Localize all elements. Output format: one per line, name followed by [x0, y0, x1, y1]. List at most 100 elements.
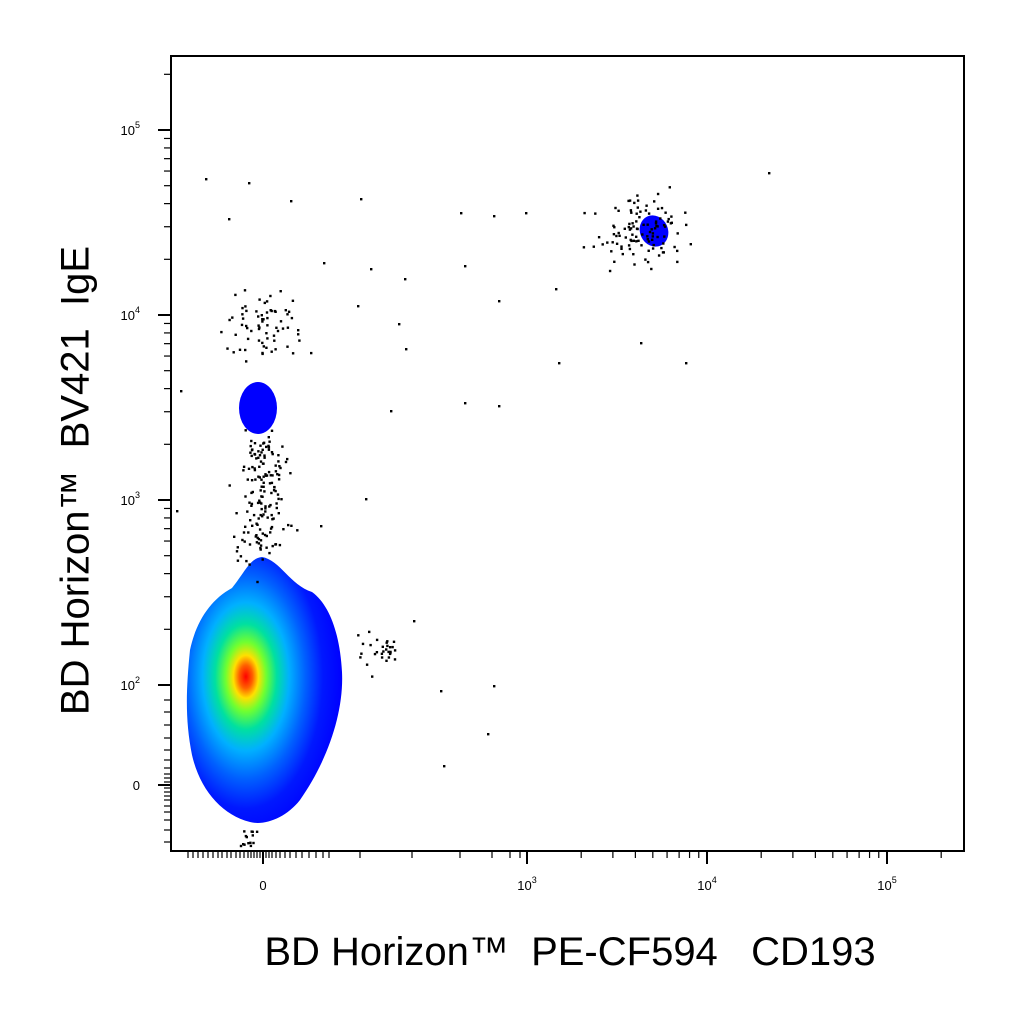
event-dot [393, 649, 397, 652]
x-axis-title: BD Horizon™ PE-CF594 CD193 [264, 930, 876, 974]
event-dot [633, 201, 636, 205]
event-dot [234, 333, 237, 336]
event-dot [493, 685, 496, 688]
event-dot [251, 834, 254, 837]
event-dot [248, 563, 251, 566]
event-dot [637, 239, 640, 242]
event-dot [291, 299, 295, 302]
event-dot [386, 640, 389, 643]
event-dot [623, 227, 626, 230]
event-dot [289, 472, 292, 475]
event-dot [259, 548, 262, 551]
event-dot [636, 199, 640, 202]
event-dot [685, 362, 688, 365]
event-dot [255, 830, 259, 833]
event-dot [276, 329, 280, 333]
event-dot [243, 540, 246, 543]
event-dot [676, 232, 679, 235]
event-dot [413, 620, 416, 623]
event-dot [255, 310, 258, 313]
event-dot [597, 236, 601, 239]
event-dot [659, 217, 662, 220]
event-dot [368, 630, 371, 634]
event-dot [257, 475, 260, 478]
event-dot [255, 534, 258, 537]
event-dot [254, 535, 257, 538]
event-dot [274, 348, 277, 351]
event-dot [464, 402, 467, 405]
event-dot [278, 465, 281, 468]
event-dot [249, 519, 252, 522]
x-tick-label: 104 [697, 875, 716, 893]
event-dot [270, 491, 273, 495]
event-dot [259, 489, 262, 492]
event-dot [250, 439, 253, 443]
event-dot [241, 313, 244, 316]
event-dot [261, 532, 264, 535]
event-dot [281, 445, 284, 448]
event-dot [525, 212, 528, 215]
event-dot [388, 646, 392, 649]
event-dot [265, 534, 268, 538]
event-dots [176, 172, 771, 848]
event-dot [387, 650, 390, 654]
event-dot [257, 450, 260, 453]
population-main [186, 557, 343, 824]
event-dot [272, 489, 276, 492]
event-dot [269, 531, 272, 534]
event-dot [610, 250, 613, 253]
event-dot [662, 224, 666, 227]
event-dot [262, 485, 265, 488]
event-dot [646, 223, 649, 226]
event-dot [498, 300, 501, 303]
event-dot [636, 194, 639, 197]
event-dot [398, 323, 401, 326]
event-dot [258, 465, 261, 468]
event-dot [244, 495, 247, 498]
event-dot [405, 348, 408, 351]
event-dot [635, 212, 638, 215]
event-dot [271, 452, 274, 456]
event-dot [271, 518, 274, 521]
event-dot [247, 842, 250, 845]
event-dot [270, 513, 273, 517]
event-dot [666, 220, 670, 223]
event-dot [385, 648, 388, 651]
event-dot [264, 473, 267, 476]
event-dot [220, 330, 223, 334]
event-dot [373, 652, 377, 656]
event-dot [656, 192, 660, 196]
event-dot [615, 234, 618, 238]
event-dot [290, 200, 293, 203]
event-dot [684, 211, 687, 214]
event-dot [279, 466, 282, 470]
event-dot [265, 311, 269, 314]
event-dot [274, 489, 277, 493]
event-dot [357, 305, 360, 308]
event-dot [277, 512, 280, 515]
event-dot [248, 182, 251, 185]
event-dot [386, 644, 389, 648]
event-dot [660, 246, 663, 250]
event-dot [271, 474, 274, 477]
event-dot [617, 231, 620, 235]
event-dot [255, 541, 259, 544]
event-dot [392, 640, 396, 643]
event-dot [235, 512, 238, 515]
event-dot [676, 260, 679, 264]
event-dot [258, 528, 262, 531]
event-dot [267, 448, 271, 451]
event-dot [370, 268, 373, 271]
event-dot [440, 690, 443, 693]
event-dot [236, 559, 240, 562]
event-dot [287, 310, 291, 313]
event-dot [360, 652, 363, 655]
event-dot [250, 502, 254, 506]
event-dot [629, 238, 632, 242]
event-dot [644, 209, 648, 212]
x-tick-label: 105 [877, 875, 896, 893]
event-dot [646, 238, 649, 241]
event-dot [260, 314, 263, 317]
y-axis-title: BD Horizon™ BV421 IgE [53, 245, 98, 716]
